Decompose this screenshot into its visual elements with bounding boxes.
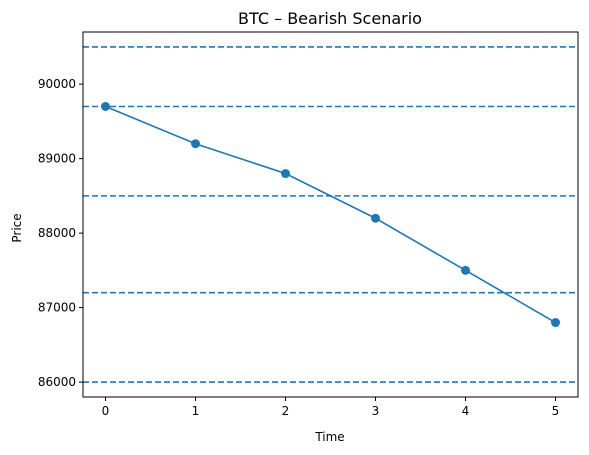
y-tick-label-88000: 88000 (38, 226, 76, 240)
y-tick-label-87000: 87000 (38, 301, 76, 315)
x-axis: 0 1 2 3 4 5 (102, 397, 560, 418)
x-tick-label-5: 5 (552, 404, 560, 418)
data-point-1 (191, 139, 200, 149)
y-tick-label-90000: 90000 (38, 77, 76, 91)
x-tick-label-4: 4 (462, 404, 470, 418)
y-tick-label-89000: 89000 (38, 152, 76, 166)
y-axis-label: Price (10, 213, 24, 242)
x-axis-label: Time (314, 430, 344, 444)
series-layer (101, 101, 560, 328)
data-point-3 (371, 213, 380, 223)
data-point-4 (461, 265, 470, 275)
chart-title: BTC – Bearish Scenario (238, 9, 422, 28)
data-point-2 (281, 169, 290, 179)
x-tick-label-3: 3 (372, 404, 380, 418)
y-axis: 86000 87000 88000 89000 90000 (38, 77, 83, 389)
x-tick-label-0: 0 (102, 404, 110, 418)
y-tick-label-86000: 86000 (38, 375, 76, 389)
reference-lines (83, 46, 578, 383)
data-point-5 (551, 318, 560, 328)
series-line-0 (105, 105, 556, 324)
data-point-0 (101, 101, 110, 111)
x-tick-label-1: 1 (192, 404, 200, 418)
x-tick-label-2: 2 (282, 404, 290, 418)
plot-area-frame (82, 31, 579, 398)
